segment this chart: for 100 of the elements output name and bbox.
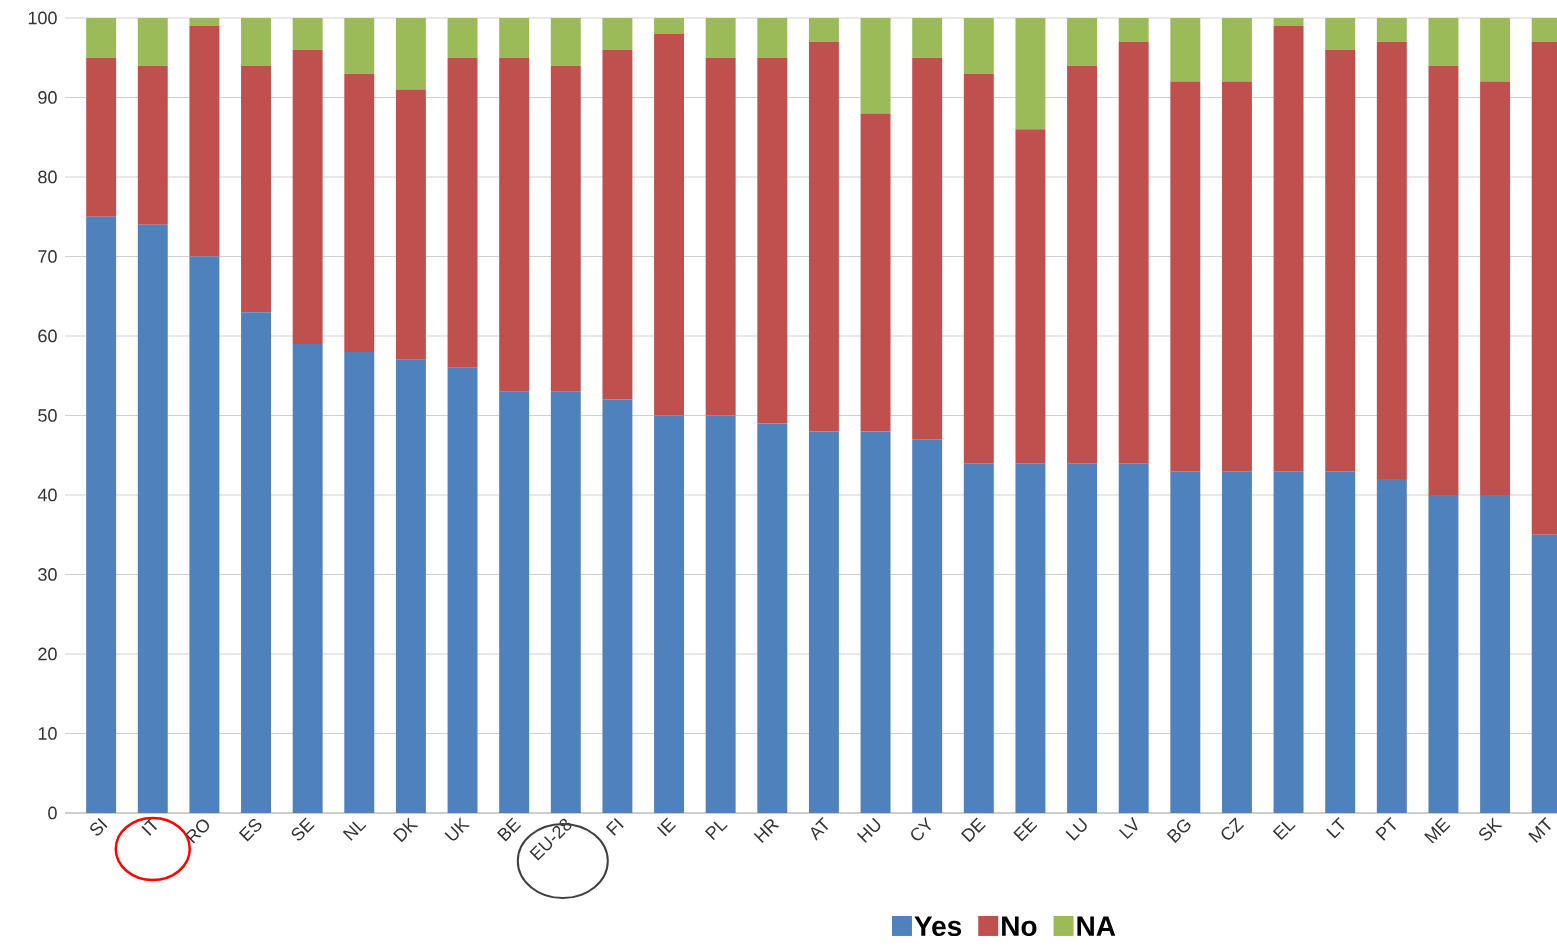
bar: [1480, 495, 1511, 813]
bar: [808, 41, 839, 432]
bar: [344, 351, 375, 813]
bar: [602, 399, 633, 813]
x-tick-label: BE: [496, 817, 522, 842]
y-tick-label: 80: [38, 170, 57, 184]
bar: [447, 367, 478, 813]
x-tick-label: EE: [1013, 817, 1038, 842]
bar: [1428, 65, 1459, 495]
bar: [395, 359, 426, 813]
bar: [860, 113, 891, 432]
bar: [757, 57, 788, 424]
x-tick-label: HR: [753, 819, 780, 843]
bar: [1273, 17, 1304, 26]
bar: [550, 65, 581, 392]
bar: [550, 391, 581, 813]
y-tick-label: 40: [37, 488, 57, 502]
bar: [1015, 17, 1046, 130]
x-tick-label: SK: [1479, 817, 1503, 841]
bar: [499, 57, 530, 392]
legend-label: No: [1002, 916, 1037, 937]
bar: [757, 423, 788, 813]
bar: [1221, 471, 1252, 813]
bar: [241, 17, 271, 66]
bar: [344, 73, 375, 352]
bar: [963, 17, 994, 74]
bar: [1221, 17, 1252, 82]
bar: [705, 17, 736, 58]
bar: [912, 17, 943, 58]
bar: [86, 216, 117, 813]
bar: [395, 17, 426, 90]
bar: [1376, 479, 1407, 813]
x-tick-label: SI: [90, 817, 108, 836]
bar: [86, 17, 117, 58]
x-tick-label: PL: [704, 821, 728, 841]
legend-label: Yes: [914, 916, 962, 937]
x-tick-label: CZ: [1221, 817, 1245, 840]
x-tick-label: AT: [810, 817, 829, 841]
bar: [757, 17, 788, 58]
bar: [705, 415, 736, 813]
bar: [1170, 17, 1201, 82]
bar: [241, 312, 271, 813]
y-tick-label: 10: [38, 727, 57, 740]
bar: [1118, 17, 1149, 42]
x-tick-label: SE: [291, 817, 315, 841]
x-tick-label: IE: [656, 817, 677, 837]
bar: [1428, 495, 1459, 813]
x-tick-label: LU: [1065, 817, 1087, 841]
bar: [1376, 41, 1407, 480]
y-tick-label: 20: [38, 647, 57, 661]
y-tick-label: 70: [38, 250, 57, 263]
bar: [1273, 25, 1304, 472]
bar: [1221, 81, 1252, 472]
bar: [189, 25, 220, 257]
bar: [808, 17, 839, 42]
legend-label: NA: [1077, 916, 1116, 936]
bar: [137, 224, 168, 813]
bar: [1480, 81, 1511, 495]
x-tick-label: ES: [238, 818, 262, 842]
bar: [1325, 49, 1356, 472]
x-tick-label: PT: [1375, 817, 1397, 841]
x-tick-label: ME: [1424, 817, 1451, 844]
x-tick-label: LV: [1118, 816, 1138, 840]
bar: [1325, 471, 1356, 813]
x-tick-label: NL: [342, 821, 367, 841]
bar: [808, 431, 839, 813]
bar: [1480, 17, 1511, 82]
bar: [912, 57, 943, 440]
x-tick-label: HU: [856, 817, 881, 843]
bar: [963, 463, 994, 813]
bar: [602, 17, 633, 50]
x-tick-label: EL: [1272, 821, 1296, 841]
y-tick-label: 30: [38, 568, 57, 581]
bar: [550, 17, 581, 66]
bar: [395, 89, 426, 360]
x-tick-label: MT: [1528, 817, 1551, 843]
bar: [860, 17, 891, 114]
bar: [1015, 463, 1046, 813]
x-tick-label: LT: [1326, 817, 1345, 839]
bar: [1170, 471, 1201, 813]
bar: [1067, 17, 1098, 66]
x-tick-label: DK: [393, 817, 419, 843]
bar: [189, 256, 220, 813]
bar: [137, 17, 168, 66]
bar: [654, 33, 685, 416]
bar: [1067, 65, 1098, 464]
y-tick-label: 90: [38, 91, 57, 104]
bar: [1428, 17, 1459, 66]
bar: [1118, 41, 1149, 464]
bar: [344, 17, 375, 74]
bar: [1067, 463, 1098, 813]
bar: [86, 57, 117, 217]
bar: [1273, 471, 1304, 813]
bar: [447, 57, 478, 368]
bar: [447, 17, 478, 58]
y-tick-label: 50: [38, 409, 57, 422]
bar: [1170, 81, 1201, 472]
y-tick-label: 60: [38, 329, 57, 343]
bar: [1376, 17, 1407, 42]
bar: [602, 49, 633, 400]
